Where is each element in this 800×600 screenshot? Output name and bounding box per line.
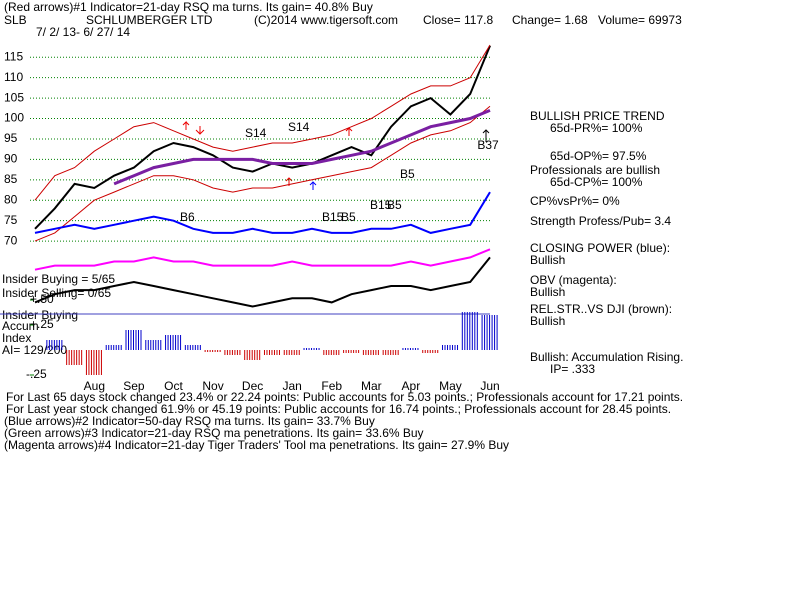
y-tick-label: 85 xyxy=(4,172,18,186)
left-label: Index xyxy=(2,331,31,345)
side-text: Bullish xyxy=(530,285,565,299)
header-line: (Red arrows)#1 Indicator=21-day RSQ ma t… xyxy=(4,0,373,14)
left-label: Insider Buying = 5/65 xyxy=(2,272,115,286)
series-line xyxy=(34,191,491,234)
side-text: Strength Profess/Pub= 3.4 xyxy=(530,214,671,228)
side-text: OBV (magenta): xyxy=(530,273,617,287)
footer-line: For Last 65 days stock changed 23.4% or … xyxy=(6,390,683,404)
side-text: CP%vsPr%= 0% xyxy=(530,194,620,208)
left-label: Accum xyxy=(2,319,39,333)
left-label: Insider Buying xyxy=(2,308,78,322)
series-line xyxy=(34,45,491,230)
y2-tick-label: +.25 xyxy=(30,317,54,331)
series-line xyxy=(34,248,491,271)
annotation: B5 xyxy=(341,210,356,224)
copyright: (C)2014 www.tigersoft.com xyxy=(254,13,398,27)
arrow xyxy=(482,129,490,142)
y-tick-label: 70 xyxy=(4,233,18,247)
x-tick-label: Mar xyxy=(361,379,382,393)
change: Change= 1.68 xyxy=(512,13,588,27)
x-tick-label: Feb xyxy=(321,379,342,393)
annotation: B6 xyxy=(180,210,195,224)
series-line xyxy=(34,256,491,308)
y-tick-label: 75 xyxy=(4,213,18,227)
series-line xyxy=(34,105,491,242)
annotation: B37 xyxy=(477,138,499,152)
y-tick-label: 100 xyxy=(4,111,24,125)
x-tick-label: Oct xyxy=(164,379,183,393)
side-text: Bullish xyxy=(530,253,565,267)
side-text: BULLISH PRICE TREND xyxy=(530,109,665,123)
y-tick-label: 80 xyxy=(4,192,18,206)
side-text: REL.STR..VS DJI (brown): xyxy=(530,302,672,316)
side-text: Professionals are bullish xyxy=(530,163,660,177)
x-tick-label: Jun xyxy=(480,379,499,393)
y-tick-label: 95 xyxy=(4,131,18,145)
left-label: AI= 129/200 xyxy=(2,343,67,357)
series-line xyxy=(113,109,491,186)
x-tick-label: Dec xyxy=(242,379,263,393)
annotation: S14 xyxy=(288,120,310,134)
x-tick-label: Nov xyxy=(202,379,223,393)
side-text: 65d-PR%= 100% xyxy=(550,121,643,135)
footer-line: (Green arrows)#3 Indicator=21-day RSQ ma… xyxy=(4,426,424,440)
company: SCHLUMBERGER LTD xyxy=(86,13,213,27)
footer-line: (Magenta arrows)#4 Indicator=21-day Tige… xyxy=(4,438,509,452)
annotation: S14 xyxy=(245,126,267,140)
x-tick-label: May xyxy=(439,379,462,393)
side-text: 65d-OP%= 97.5% xyxy=(550,149,647,163)
annotation: B15 xyxy=(370,198,392,212)
footer-line: (Blue arrows)#2 Indicator=50-day RSQ ma … xyxy=(4,414,375,428)
side-text: Bullish xyxy=(530,314,565,328)
x-tick-label: Sep xyxy=(123,379,145,393)
y-tick-label: 105 xyxy=(4,90,24,104)
y-tick-label: 115 xyxy=(4,49,23,63)
side-text: IP= .333 xyxy=(550,362,595,376)
side-text: Bullish: Accumulation Rising. xyxy=(530,350,683,364)
y-tick-label: 90 xyxy=(4,152,18,166)
y-tick-label: 110 xyxy=(4,70,23,84)
arrow xyxy=(309,181,317,190)
arrow xyxy=(182,120,205,135)
x-tick-label: Apr xyxy=(402,379,421,393)
annotation: B5 xyxy=(387,198,402,212)
symbol: SLB xyxy=(4,13,27,27)
footer-line: For Last year stock changed 61.9% or 45.… xyxy=(6,402,671,416)
side-text: CLOSING POWER (blue): xyxy=(530,241,670,255)
close: Close= 117.8 xyxy=(423,13,493,27)
series-line xyxy=(34,44,491,201)
volume: Volume= 69973 xyxy=(598,13,682,27)
x-tick-label: Jan xyxy=(282,379,301,393)
annotation: B15 xyxy=(322,210,344,224)
side-text: 65d-CP%= 100% xyxy=(550,175,643,189)
y2-tick-label: -.25 xyxy=(26,367,47,381)
x-tick-label: Aug xyxy=(84,379,105,393)
date-range: 7/ 2/ 13- 6/ 27/ 14 xyxy=(36,25,130,39)
annotation: B5 xyxy=(400,167,415,181)
